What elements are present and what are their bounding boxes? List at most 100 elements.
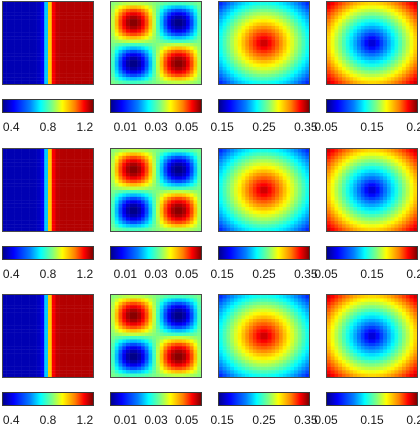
heatmap-cell <box>394 43 399 47</box>
heatmap-cell <box>353 190 358 194</box>
heatmap-cell <box>197 80 201 84</box>
heatmap-cell <box>357 5 361 10</box>
heatmap-cell <box>267 196 272 201</box>
heatmap-cell <box>237 149 242 153</box>
heatmap-cell <box>163 179 168 184</box>
heatmap-cell <box>182 162 187 167</box>
heatmap-cell <box>271 53 276 57</box>
heatmap-cell <box>182 190 187 194</box>
heatmap-cell <box>122 186 127 191</box>
heatmap-cell <box>282 39 287 44</box>
heatmap-cell <box>413 36 417 40</box>
heatmap-cell <box>167 66 172 71</box>
heatmap-cell <box>118 183 123 187</box>
heatmap-cell <box>338 207 343 211</box>
heatmap-cell <box>234 8 238 13</box>
heatmap-cell <box>137 200 142 204</box>
heatmap-cell <box>226 25 231 30</box>
heatmap-cell <box>271 166 276 170</box>
heatmap-cell <box>189 190 194 194</box>
heatmap-cell <box>3 36 7 40</box>
heatmap-cell <box>6 56 11 61</box>
heatmap-cell <box>114 186 119 191</box>
heatmap-cell <box>18 49 22 54</box>
heatmap-cell <box>245 19 250 23</box>
heatmap-cell <box>163 56 168 61</box>
heatmap-cell <box>137 22 142 27</box>
heatmap-cell <box>275 210 280 215</box>
heatmap-cell <box>3 190 7 194</box>
heatmap-cell <box>301 29 306 33</box>
heatmap-cell <box>141 200 145 204</box>
heatmap-cell <box>267 77 272 81</box>
heatmap-cell <box>226 179 231 184</box>
heatmap-cell <box>394 25 399 30</box>
heatmap-cell <box>413 224 417 228</box>
heatmap-cell <box>372 213 376 218</box>
heatmap-cell <box>10 5 15 10</box>
heatmap-cell <box>182 36 187 40</box>
heatmap-cell <box>294 2 298 6</box>
heatmap-cell <box>368 43 373 47</box>
heatmap-cell <box>66 325 71 330</box>
heatmap-cell <box>129 162 134 167</box>
heatmap-cell <box>159 46 164 51</box>
heatmap-cell <box>148 43 153 47</box>
heatmap-cell <box>398 29 403 33</box>
heatmap-cell <box>379 169 384 174</box>
heatmap-cell <box>3 49 7 54</box>
heatmap-cell <box>21 342 26 347</box>
heatmap-cell <box>405 196 410 201</box>
heatmap-cell <box>357 29 361 33</box>
heatmap-cell <box>297 8 302 13</box>
heatmap-cell <box>237 39 242 44</box>
heatmap-cell <box>159 196 164 201</box>
heatmap-cell <box>256 39 261 44</box>
heatmap-cell <box>345 46 350 51</box>
heatmap-cell <box>6 77 11 81</box>
heatmap-cell <box>345 179 350 184</box>
heatmap-cell <box>226 169 231 174</box>
heatmap-cell <box>237 56 242 61</box>
heatmap-cell <box>267 183 272 187</box>
heatmap-cell <box>226 70 231 74</box>
heatmap-cell <box>271 5 276 10</box>
heatmap-cell <box>193 70 198 74</box>
heatmap-cell <box>271 46 276 51</box>
heatmap-cell <box>178 155 183 160</box>
heatmap-cell <box>394 220 399 225</box>
heatmap-cell <box>129 66 134 71</box>
heatmap-cell <box>44 200 49 204</box>
heatmap-cell <box>297 183 302 187</box>
heatmap-cell <box>334 159 339 163</box>
heatmap-cell <box>148 15 153 20</box>
heatmap-cell <box>171 227 175 231</box>
heatmap-cell <box>78 19 82 23</box>
heatmap-cell <box>85 200 90 204</box>
heatmap-cell <box>148 19 153 23</box>
heatmap-cell <box>14 305 19 309</box>
heatmap-cell <box>219 2 223 6</box>
heatmap-cell <box>144 36 149 40</box>
heatmap-cell <box>375 12 380 16</box>
heatmap-cell <box>59 152 64 157</box>
heatmap-cell <box>70 322 75 326</box>
heatmap-cell <box>360 29 365 33</box>
heatmap-cell <box>279 66 283 71</box>
heatmap-cell <box>390 179 395 184</box>
heatmap-cell <box>334 176 339 180</box>
heatmap-cell <box>3 329 7 333</box>
heatmap-cell <box>372 15 376 20</box>
heatmap-cell <box>25 19 30 23</box>
heatmap-cell <box>226 159 231 163</box>
heatmap-cell <box>186 22 190 27</box>
heatmap-cell <box>118 162 123 167</box>
heatmap-cell <box>148 217 153 221</box>
heatmap-cell <box>10 29 15 33</box>
heatmap-cell <box>48 332 52 337</box>
heatmap-cell <box>14 315 19 320</box>
heatmap-cell <box>152 39 157 44</box>
heatmap-cell <box>282 220 287 225</box>
heatmap-cell <box>297 159 302 163</box>
heatmap-cell <box>375 162 380 167</box>
